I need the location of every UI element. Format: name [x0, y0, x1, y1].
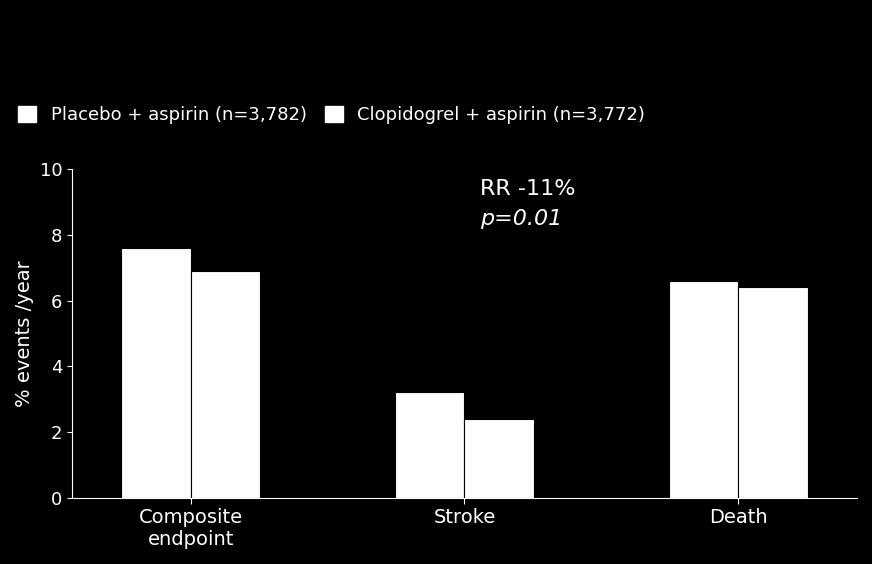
- Y-axis label: % events /year: % events /year: [15, 260, 34, 407]
- Bar: [191, 271, 260, 497]
- Bar: [669, 281, 739, 497]
- Text: RR -11%: RR -11%: [480, 179, 576, 199]
- Bar: [395, 393, 465, 497]
- Bar: [121, 248, 191, 497]
- Bar: [465, 418, 534, 497]
- Text: p=0.01: p=0.01: [480, 209, 562, 228]
- Bar: [739, 288, 807, 497]
- Legend: Placebo + aspirin (n=3,782), Clopidogrel + aspirin (n=3,772): Placebo + aspirin (n=3,782), Clopidogrel…: [18, 106, 645, 124]
